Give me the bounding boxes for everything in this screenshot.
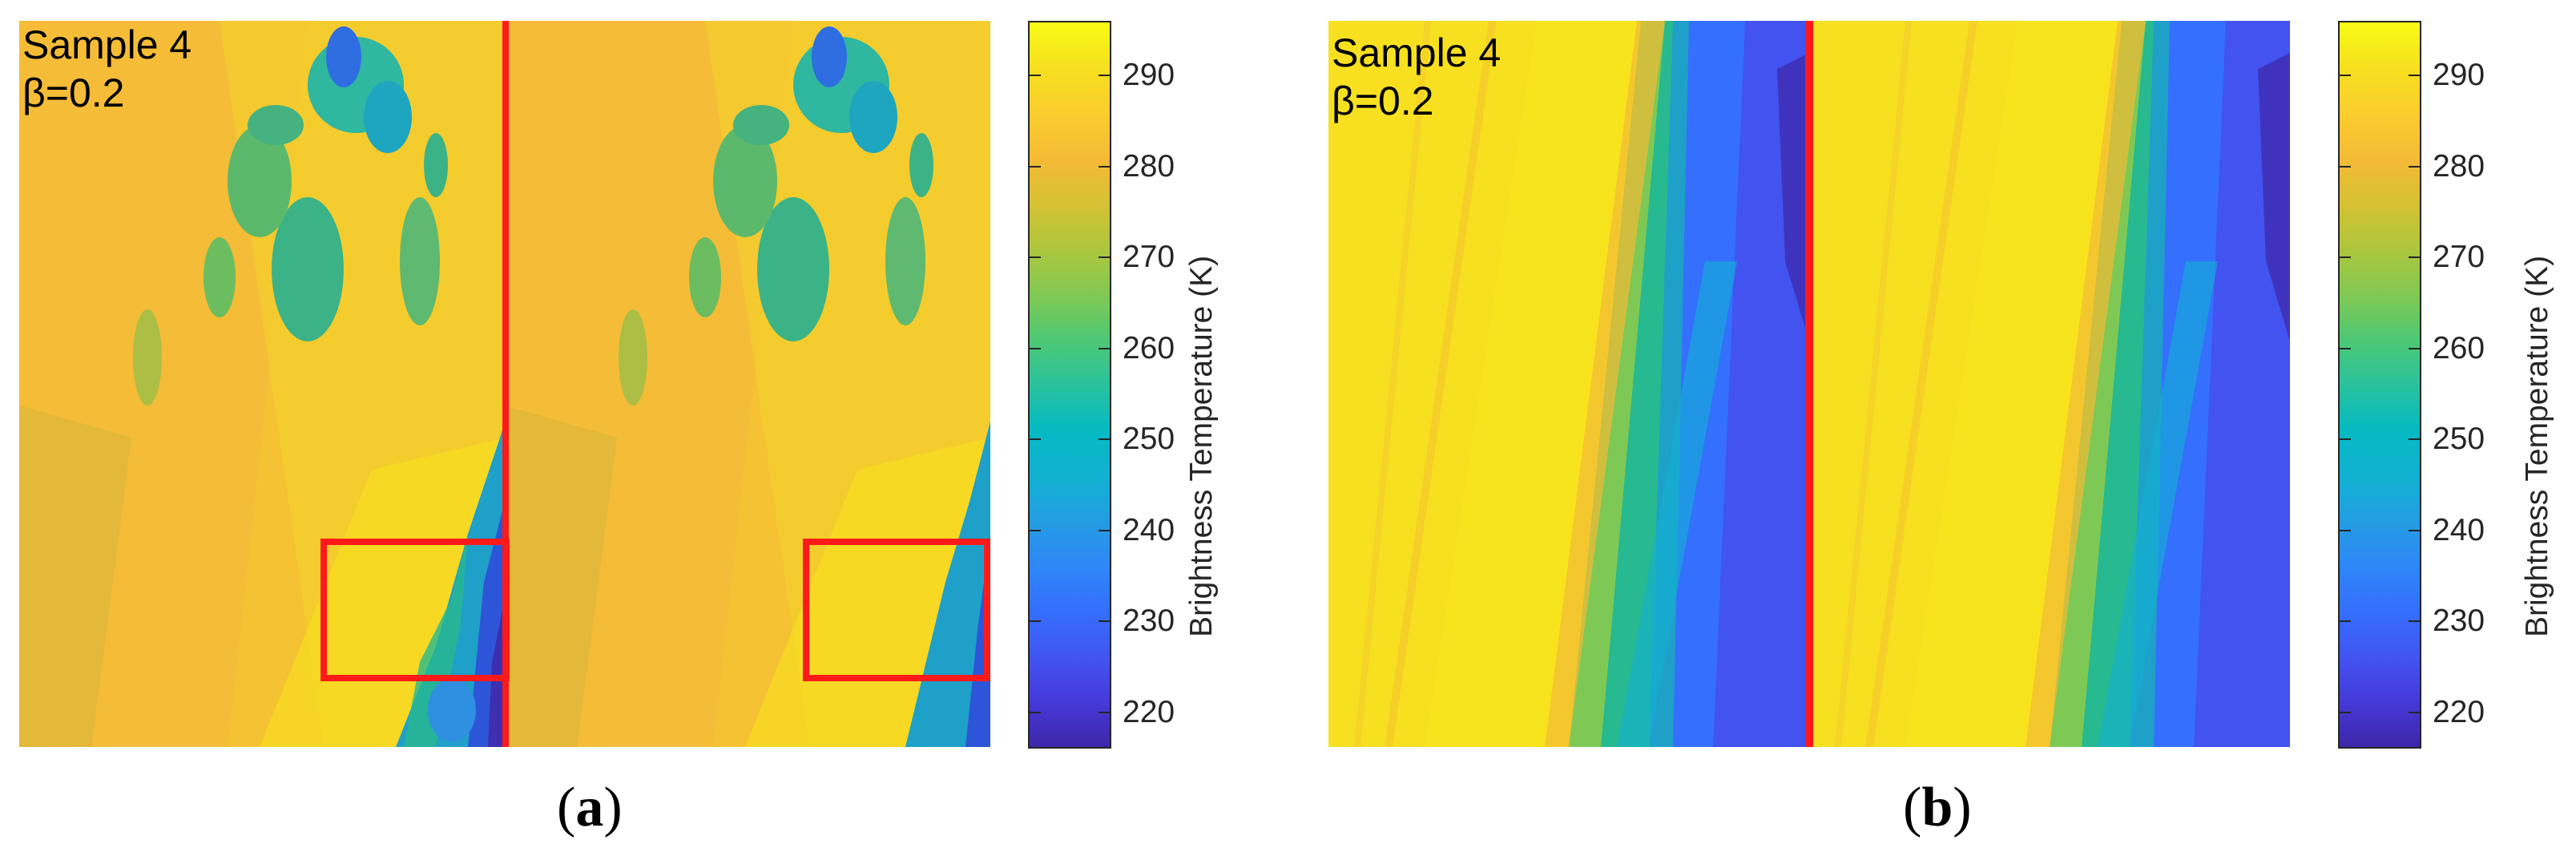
colorbar-tick-mark — [1030, 620, 1041, 623]
sample-label-b-line-1: Sample 4 — [1332, 30, 1502, 75]
colorbar-tick-label: 220 — [2433, 694, 2485, 729]
colorbar-tick-label: 240 — [2433, 512, 2485, 547]
colorbar-tick-mark — [2409, 529, 2420, 531]
colorbar-tick-label: 290 — [1123, 58, 1175, 93]
colorbar-tick-label: 270 — [2433, 240, 2485, 275]
colorbar-tick-mark — [2409, 75, 2420, 77]
colorbar-tick-mark — [1030, 165, 1041, 168]
colorbar-tick-mark — [1099, 256, 1110, 259]
heatmap-a-left-half — [19, 21, 505, 747]
colorbar-tick-label: 280 — [1123, 148, 1175, 184]
panel-caption-a: (a) — [557, 777, 623, 838]
panel-b: Sample 4 β=0.2 220 230 240 250 260 270 280 290 … — [1282, 0, 2576, 856]
colorbar-tick-mark — [2409, 438, 2420, 441]
panel-a: Sample 4 β=0.2 220 230 240 250 260 270 280 290 … — [0, 0, 1282, 856]
colorbar-tick-label: 260 — [1123, 330, 1175, 365]
colorbar-tick-label: 270 — [1123, 240, 1175, 275]
colorbar-tick-mark — [2409, 711, 2420, 713]
colorbar-tick-mark — [1099, 347, 1110, 349]
sample-label-a-line-2: β=0.2 — [22, 71, 125, 115]
colorbar-tick-mark — [1099, 165, 1110, 168]
colorbar-tick-mark — [1030, 711, 1041, 713]
colorbar-tick-mark — [1099, 75, 1110, 77]
colorbar-tick-mark — [2340, 711, 2351, 713]
colorbar-tick-mark — [2340, 438, 2351, 441]
colorbar-tick-mark — [1099, 620, 1110, 623]
colorbar-tick-mark — [1030, 438, 1041, 441]
colorbar-tick-mark — [2340, 620, 2351, 623]
colorbar-tick-label: 240 — [1123, 512, 1175, 547]
colorbar-tick-label: 260 — [2433, 330, 2485, 365]
heatmap-a — [19, 21, 990, 747]
colorbar-tick-mark — [2409, 165, 2420, 168]
colorbar-tick-mark — [2409, 620, 2420, 623]
panel-caption-b: (b) — [1903, 777, 1972, 838]
heatmap-b-right-half — [1809, 21, 2290, 747]
colorbar-tick-mark — [1099, 529, 1110, 531]
overlay-red-rectangle-left — [320, 539, 510, 681]
colorbar-tick-label: 250 — [1123, 422, 1175, 457]
colorbar-tick-mark — [1030, 529, 1041, 531]
colorbar-a-axis-label: Brightness Temperature (K) — [1184, 255, 1219, 637]
panel-caption-a-letter: a — [575, 777, 604, 838]
heatmap-a-right-half — [505, 21, 990, 747]
colorbar-tick-mark — [2409, 256, 2420, 259]
colorbar-tick-mark — [1030, 256, 1041, 259]
overlay-red-rectangle-right — [803, 539, 990, 681]
colorbar-tick-mark — [1030, 347, 1041, 349]
sample-label-b-line-2: β=0.2 — [1332, 79, 1434, 123]
colorbar-tick-mark — [2340, 165, 2351, 168]
colorbar-tick-mark — [1030, 75, 1041, 77]
colorbar-tick-label: 290 — [2433, 58, 2485, 93]
colorbar-tick-mark — [1099, 711, 1110, 713]
colorbar-tick-label: 250 — [2433, 422, 2485, 457]
colorbar-a — [1028, 21, 1111, 749]
heatmap-b-svg — [1328, 21, 2290, 747]
colorbar-tick-mark — [2340, 347, 2351, 349]
colorbar-b — [2338, 21, 2421, 749]
colorbar-tick-mark — [2340, 75, 2351, 77]
colorbar-tick-mark — [2340, 529, 2351, 531]
sample-label-a-line-1: Sample 4 — [22, 22, 192, 67]
colorbar-tick-mark — [2340, 256, 2351, 259]
panel-caption-b-letter: b — [1921, 777, 1953, 838]
colorbar-tick-label: 220 — [1123, 694, 1175, 729]
sample-label-a: Sample 4 β=0.2 — [22, 21, 191, 117]
colorbar-b-axis-label: Brightness Temperature (K) — [2520, 255, 2554, 637]
colorbar-tick-label: 230 — [1123, 604, 1175, 639]
sample-label-b: Sample 4 β=0.2 — [1332, 29, 1501, 125]
colorbar-tick-mark — [2409, 347, 2420, 349]
heatmap-a-svg — [19, 21, 990, 747]
colorbar-tick-mark — [1099, 438, 1110, 441]
heatmap-b-left-half — [1328, 21, 1809, 747]
colorbar-tick-label: 230 — [2433, 604, 2485, 639]
heatmap-b — [1328, 21, 2290, 747]
colorbar-tick-label: 280 — [2433, 148, 2485, 184]
